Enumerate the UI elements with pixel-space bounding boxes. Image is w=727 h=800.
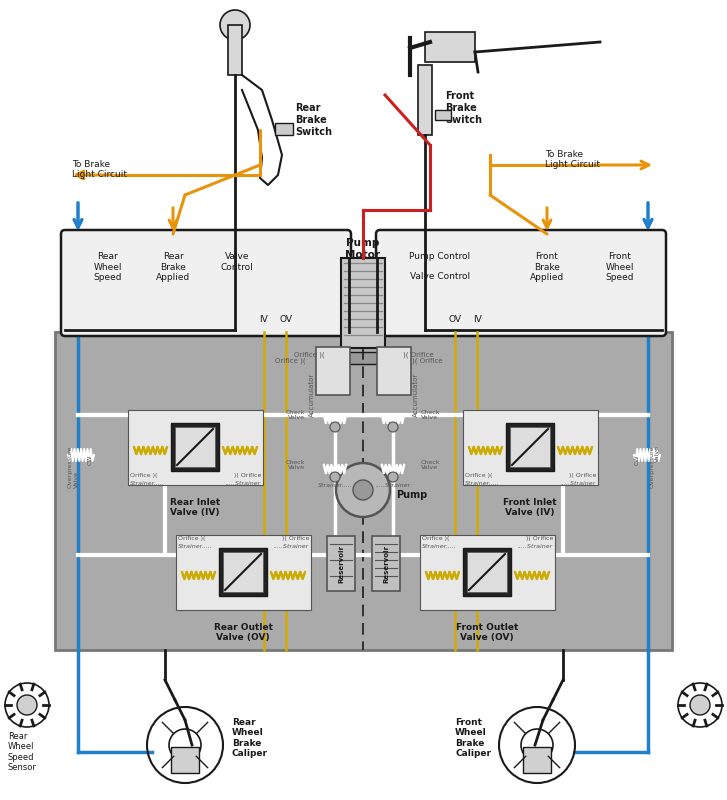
Text: Check
Valve: Check Valve bbox=[421, 460, 441, 470]
Text: Rear
Wheel
Brake
Caliper: Rear Wheel Brake Caliper bbox=[232, 718, 268, 758]
Text: Pump: Pump bbox=[396, 490, 427, 500]
Text: Check
Valve: Check Valve bbox=[421, 410, 441, 420]
Text: Front Inlet
Valve (IV): Front Inlet Valve (IV) bbox=[503, 498, 557, 518]
Text: Valve
Control: Valve Control bbox=[220, 252, 254, 272]
Circle shape bbox=[388, 472, 398, 482]
Text: Accumulator: Accumulator bbox=[309, 373, 315, 418]
Text: Orifice )(: Orifice )( bbox=[422, 536, 449, 541]
Text: Check
Valve: Check Valve bbox=[286, 410, 305, 420]
Text: .....Strainer: .....Strainer bbox=[518, 544, 553, 549]
Text: Pump
Motor: Pump Motor bbox=[345, 238, 380, 259]
Text: Orifice )(: Orifice )( bbox=[465, 473, 492, 478]
Text: Strainer.....: Strainer..... bbox=[318, 483, 353, 488]
Text: Reservoir: Reservoir bbox=[338, 545, 344, 583]
Text: Pump Control: Pump Control bbox=[409, 252, 470, 261]
Bar bbox=[228, 25, 242, 75]
Text: Orifice )(: Orifice )( bbox=[178, 536, 205, 541]
Text: Rear
Brake
Switch: Rear Brake Switch bbox=[295, 102, 332, 138]
Text: Strainer.....: Strainer..... bbox=[422, 544, 457, 549]
Text: Overpressure
Valve: Overpressure Valve bbox=[649, 445, 660, 487]
Text: Front
Wheel
Brake
Caliper: Front Wheel Brake Caliper bbox=[455, 718, 491, 758]
Bar bbox=[219, 548, 267, 596]
Text: )( Orifice: )( Orifice bbox=[281, 536, 309, 541]
Bar bbox=[223, 552, 263, 592]
Bar bbox=[175, 427, 215, 467]
Text: Rear Inlet
Valve (IV): Rear Inlet Valve (IV) bbox=[170, 498, 220, 518]
Text: )( Orifice: )( Orifice bbox=[233, 473, 261, 478]
Bar bbox=[176, 535, 311, 610]
Text: )( Orifice: )( Orifice bbox=[569, 473, 596, 478]
Bar bbox=[171, 423, 219, 471]
Text: Orifice )(: Orifice )( bbox=[130, 473, 157, 478]
Bar bbox=[372, 536, 400, 591]
Text: Front
Brake
Switch: Front Brake Switch bbox=[445, 90, 482, 126]
Text: Rear
Wheel
Speed: Rear Wheel Speed bbox=[94, 252, 122, 282]
Circle shape bbox=[330, 472, 340, 482]
Bar bbox=[435, 110, 451, 120]
Text: Orifice )(: Orifice )( bbox=[294, 352, 324, 358]
Bar bbox=[510, 427, 550, 467]
Text: OV: OV bbox=[449, 315, 462, 324]
Circle shape bbox=[17, 695, 37, 715]
Bar bbox=[316, 347, 350, 395]
Bar bbox=[425, 32, 475, 62]
Bar bbox=[420, 535, 555, 610]
Text: Strainer.....: Strainer..... bbox=[178, 544, 212, 549]
Text: .....Strainer: .....Strainer bbox=[375, 483, 411, 488]
Text: Rear
Wheel
Speed
Sensor: Rear Wheel Speed Sensor bbox=[8, 732, 37, 772]
Text: Overpressure
Valve: Overpressure Valve bbox=[68, 445, 79, 487]
Text: Rear
Brake
Applied: Rear Brake Applied bbox=[156, 252, 190, 282]
Circle shape bbox=[690, 695, 710, 715]
Text: Rear Outlet
Valve (OV): Rear Outlet Valve (OV) bbox=[214, 623, 273, 642]
Text: Orifice )(: Orifice )( bbox=[276, 358, 306, 365]
Text: Strainer.....: Strainer..... bbox=[465, 481, 499, 486]
Text: )( Orifice: )( Orifice bbox=[526, 536, 553, 541]
Bar bbox=[171, 747, 199, 773]
Text: .....Strainer: .....Strainer bbox=[561, 481, 596, 486]
Text: Front
Brake
Applied: Front Brake Applied bbox=[530, 252, 564, 282]
Bar bbox=[463, 410, 598, 485]
Text: Front
Wheel
Speed: Front Wheel Speed bbox=[606, 252, 634, 282]
Bar bbox=[341, 258, 385, 348]
Bar bbox=[463, 548, 511, 596]
Bar bbox=[506, 423, 554, 471]
Bar bbox=[348, 352, 378, 364]
Text: OV: OV bbox=[279, 315, 292, 324]
Circle shape bbox=[336, 463, 390, 517]
Text: .....Strainer: .....Strainer bbox=[226, 481, 261, 486]
Text: IV: IV bbox=[473, 315, 481, 324]
Bar bbox=[418, 65, 432, 135]
Text: )( Orifice: )( Orifice bbox=[403, 352, 433, 358]
Circle shape bbox=[220, 10, 250, 40]
Text: Reservoir: Reservoir bbox=[383, 545, 389, 583]
FancyBboxPatch shape bbox=[61, 230, 351, 336]
Bar bbox=[55, 332, 672, 650]
Circle shape bbox=[388, 422, 398, 432]
Bar bbox=[377, 347, 411, 395]
Text: Valve Control: Valve Control bbox=[410, 272, 470, 281]
Text: Accumulator: Accumulator bbox=[413, 373, 419, 418]
Text: )( Orifice: )( Orifice bbox=[412, 358, 443, 365]
Bar bbox=[128, 410, 263, 485]
Circle shape bbox=[353, 480, 373, 500]
FancyBboxPatch shape bbox=[376, 230, 666, 336]
Bar bbox=[275, 123, 293, 135]
Text: .....Strainer: .....Strainer bbox=[274, 544, 309, 549]
Text: CW: CW bbox=[635, 454, 640, 466]
Text: Strainer.....: Strainer..... bbox=[130, 481, 164, 486]
Text: To Brake
Light Circuit: To Brake Light Circuit bbox=[72, 160, 127, 179]
Text: IV: IV bbox=[260, 315, 268, 324]
Circle shape bbox=[330, 422, 340, 432]
Bar bbox=[523, 747, 551, 773]
Bar bbox=[327, 536, 355, 591]
Text: CW: CW bbox=[87, 454, 92, 466]
Text: Check
Valve: Check Valve bbox=[286, 460, 305, 470]
Bar bbox=[467, 552, 507, 592]
Text: To Brake
Light Circuit: To Brake Light Circuit bbox=[545, 150, 600, 170]
Text: Front Outlet
Valve (OV): Front Outlet Valve (OV) bbox=[456, 623, 518, 642]
